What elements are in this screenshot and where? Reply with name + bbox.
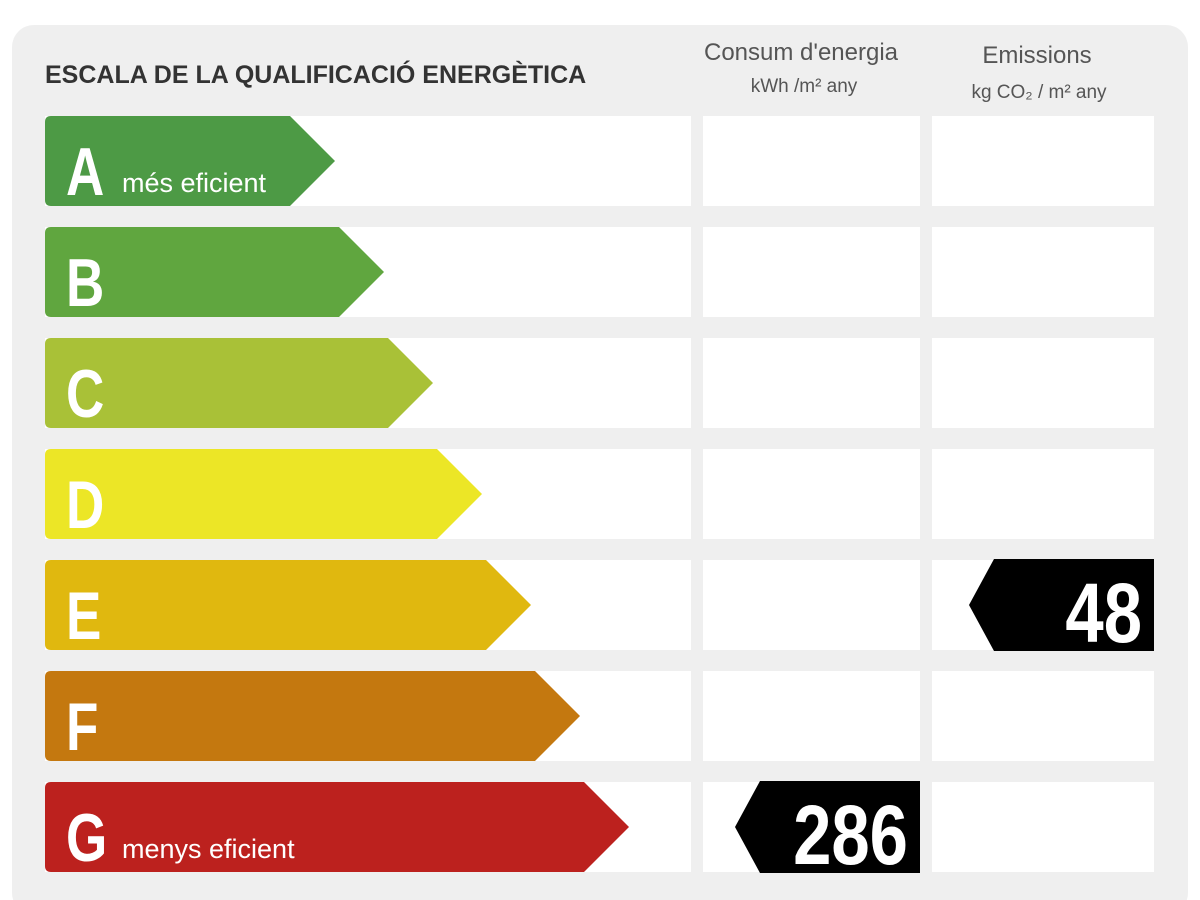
rating-letter: D (66, 467, 104, 543)
rating-letter: E (66, 578, 101, 654)
rating-arrow (45, 671, 580, 761)
cell (703, 116, 920, 206)
rating-label: més eficient (122, 168, 267, 198)
title: ESCALA DE LA QUALIFICACIÓ ENERGÈTICA (45, 59, 586, 89)
cell (703, 560, 920, 650)
value-text: 286 (793, 789, 908, 883)
rating-label: menys eficient (122, 834, 295, 864)
rating-arrow (45, 338, 433, 428)
rating-letter: B (66, 245, 104, 321)
column-unit: kg CO₂ / m² any (971, 82, 1107, 103)
value-text: 48 (1065, 567, 1142, 661)
cell (932, 338, 1154, 428)
column-title: Consum d'energia (704, 39, 899, 66)
rating-arrow (45, 449, 482, 539)
cell (703, 338, 920, 428)
value-marker (969, 559, 1154, 651)
cell (932, 449, 1154, 539)
cell (703, 671, 920, 761)
column-unit: kWh /m² any (751, 76, 858, 97)
rating-arrow (45, 227, 384, 317)
rating-letter: F (66, 689, 98, 765)
value-marker (735, 781, 920, 873)
column-title: Emissions (982, 42, 1091, 69)
cell (703, 449, 920, 539)
cell (703, 227, 920, 317)
rating-letter: G (66, 800, 107, 876)
cell (932, 671, 1154, 761)
cell (932, 116, 1154, 206)
cell (932, 227, 1154, 317)
rating-arrow (45, 116, 335, 206)
rating-letter: A (66, 134, 104, 210)
rating-letter: C (66, 356, 104, 432)
rating-arrow (45, 782, 629, 872)
cell (932, 782, 1154, 872)
rating-arrow (45, 560, 531, 650)
